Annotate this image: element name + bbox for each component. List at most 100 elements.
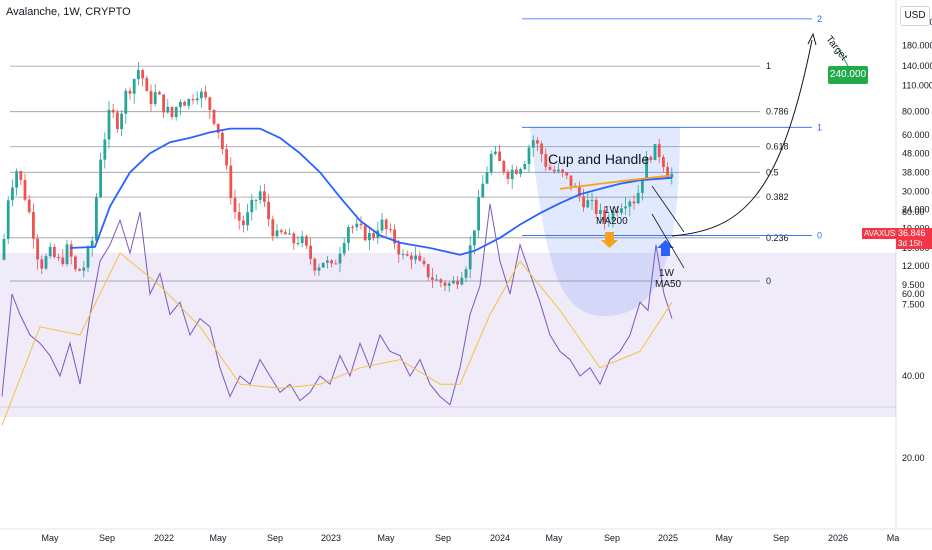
candle-body bbox=[657, 144, 661, 158]
candle bbox=[242, 215, 245, 233]
candle-body bbox=[452, 280, 455, 284]
candle-body bbox=[401, 254, 405, 256]
candle-body bbox=[326, 260, 329, 263]
candle-body bbox=[187, 99, 191, 106]
candle bbox=[397, 239, 401, 263]
ma50-label-line2: MA50 bbox=[655, 279, 682, 290]
candle bbox=[65, 239, 69, 267]
candle-body bbox=[557, 169, 560, 172]
candle-body bbox=[666, 167, 669, 178]
x-tick-label: May bbox=[209, 533, 227, 543]
candle bbox=[229, 157, 233, 205]
candle-body bbox=[624, 206, 627, 209]
candle bbox=[586, 192, 590, 209]
candle-body bbox=[254, 199, 258, 201]
fib-ext-label: 2 bbox=[817, 14, 822, 24]
rsi-line bbox=[1, 203, 673, 406]
candle-body bbox=[510, 169, 514, 180]
candle bbox=[426, 263, 430, 281]
candle bbox=[267, 193, 270, 227]
candle bbox=[578, 181, 581, 202]
candle bbox=[116, 109, 119, 133]
candle-body bbox=[351, 227, 354, 229]
ma50-label-line1: 1W bbox=[659, 268, 674, 279]
candle-body bbox=[615, 210, 619, 213]
candle-body bbox=[103, 139, 107, 160]
candle bbox=[74, 255, 77, 272]
candle bbox=[174, 106, 178, 121]
candle-body bbox=[468, 245, 472, 270]
candle bbox=[347, 224, 350, 251]
candle bbox=[32, 203, 35, 249]
candle bbox=[515, 166, 518, 175]
candle bbox=[523, 160, 527, 171]
y-tick-label: 38.000 bbox=[902, 167, 930, 177]
candle bbox=[250, 193, 254, 221]
currency-button[interactable]: USD bbox=[900, 6, 930, 26]
candle-body bbox=[527, 147, 531, 164]
candle-body bbox=[582, 196, 585, 208]
candle-body bbox=[95, 197, 98, 241]
candle-body bbox=[250, 199, 254, 213]
rsi-tick-label: 40.00 bbox=[902, 371, 925, 381]
candle bbox=[527, 144, 531, 173]
candle bbox=[657, 138, 661, 164]
candle bbox=[422, 257, 426, 267]
candle-body bbox=[662, 157, 665, 168]
candle-body bbox=[477, 197, 480, 231]
candle-body bbox=[116, 112, 119, 130]
fib-level-label: 0.236 bbox=[766, 233, 789, 243]
candle bbox=[498, 144, 501, 162]
candle bbox=[641, 179, 644, 201]
candle bbox=[288, 228, 291, 235]
candle-body bbox=[372, 233, 375, 238]
candle bbox=[452, 276, 455, 285]
candle bbox=[670, 167, 674, 185]
candle-body bbox=[561, 169, 564, 173]
candle-body bbox=[523, 163, 527, 170]
y-tick-label: 140.000 bbox=[902, 61, 932, 71]
candle bbox=[2, 233, 6, 261]
candle bbox=[309, 237, 312, 265]
y-tick-label: 80.000 bbox=[902, 107, 930, 117]
candle bbox=[78, 268, 81, 272]
ma200-label-line2: MA200 bbox=[596, 216, 628, 227]
candle-body bbox=[359, 223, 363, 226]
candle bbox=[649, 155, 653, 163]
candle bbox=[137, 61, 140, 86]
last-price: 36.846 bbox=[896, 228, 932, 239]
y-tick-label: 180.000 bbox=[902, 41, 932, 51]
candle bbox=[389, 223, 392, 233]
candle bbox=[279, 228, 283, 235]
candle bbox=[540, 141, 543, 163]
candle-body bbox=[99, 159, 102, 198]
candle bbox=[418, 251, 422, 262]
candle bbox=[11, 179, 14, 207]
candle-body bbox=[162, 94, 165, 113]
x-tick-label: May bbox=[715, 533, 733, 543]
candle bbox=[628, 199, 632, 217]
candle-body bbox=[536, 140, 539, 144]
candle-body bbox=[443, 282, 447, 286]
candle-body bbox=[15, 171, 18, 188]
candle bbox=[477, 189, 480, 239]
x-tick-label: 2024 bbox=[490, 533, 510, 543]
candle bbox=[258, 185, 262, 204]
fib-level-label: 1 bbox=[766, 61, 771, 71]
candle bbox=[536, 136, 539, 152]
candle-body bbox=[611, 210, 615, 222]
candle bbox=[599, 203, 602, 224]
pattern-label: Cup and Handle bbox=[548, 151, 650, 167]
x-tick-label: 2023 bbox=[321, 533, 341, 543]
candle bbox=[145, 75, 149, 92]
candle bbox=[368, 227, 371, 251]
candle-body bbox=[620, 208, 623, 213]
x-tick-label: Sep bbox=[773, 533, 789, 543]
candle bbox=[132, 78, 136, 104]
candle-body bbox=[296, 243, 300, 245]
candle-body bbox=[225, 149, 228, 166]
x-tick-label: Sep bbox=[267, 533, 283, 543]
candle-body bbox=[389, 229, 392, 231]
candle-body bbox=[405, 254, 409, 256]
